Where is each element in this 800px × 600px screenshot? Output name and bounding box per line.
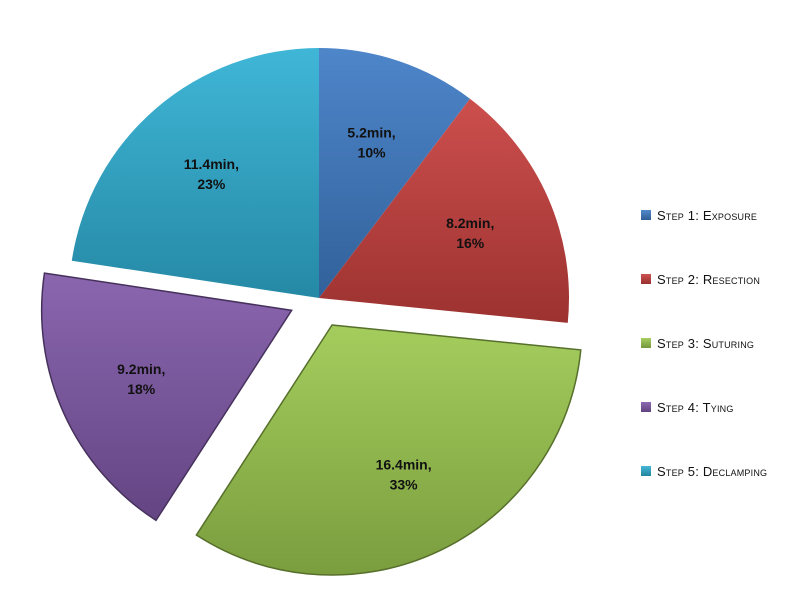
legend-swatch-step-2 bbox=[641, 274, 651, 284]
pie-slice-step-3-suturing bbox=[195, 324, 582, 576]
pie-slice-step-2-resection bbox=[319, 98, 569, 323]
data-label-step-4-tying: 9.2min, 18% bbox=[117, 361, 165, 397]
pie-slice-step-1-exposure bbox=[319, 48, 470, 298]
legend-label-step-1: Step 1: Exposure bbox=[657, 207, 758, 223]
data-label-step-5-declamping: 11.4min, 23% bbox=[184, 156, 239, 192]
data-label-step-1-exposure: 5.2min, 10% bbox=[347, 125, 395, 161]
data-label-step-3-suturing: 16.4min, 33% bbox=[376, 457, 432, 493]
pie-slices bbox=[40, 48, 582, 576]
legend-label-step-5: Step 5: Declamping bbox=[657, 463, 768, 479]
legend-swatch-step-1 bbox=[641, 210, 651, 220]
pie-slice-step-5-declamping bbox=[71, 48, 319, 298]
legend-label-step-4: Step 4: Tying bbox=[657, 399, 734, 415]
pie-data-labels: 5.2min, 10% 8.2min, 16% 16.4min, 33% 9.2min, 18… bbox=[117, 125, 494, 493]
legend-label-step-2: Step 2: Resection bbox=[657, 271, 761, 287]
legend-item-step-5: Step 5: Declamping bbox=[641, 439, 799, 503]
pie-slice-step-4-tying bbox=[40, 272, 293, 522]
legend-swatch-step-5 bbox=[641, 466, 651, 476]
legend-label-step-3: Step 3: Suturing bbox=[657, 335, 755, 351]
chart-legend: Step 1: Exposure Step 2: Resection Step … bbox=[641, 183, 799, 503]
legend-item-step-1: Step 1: Exposure bbox=[641, 183, 799, 247]
data-label-step-2-resection: 8.2min, 16% bbox=[446, 215, 494, 251]
legend-item-step-3: Step 3: Suturing bbox=[641, 311, 799, 375]
legend-swatch-step-4 bbox=[641, 402, 651, 412]
legend-item-step-4: Step 4: Tying bbox=[641, 375, 799, 439]
legend-item-step-2: Step 2: Resection bbox=[641, 247, 799, 311]
legend-swatch-step-3 bbox=[641, 338, 651, 348]
